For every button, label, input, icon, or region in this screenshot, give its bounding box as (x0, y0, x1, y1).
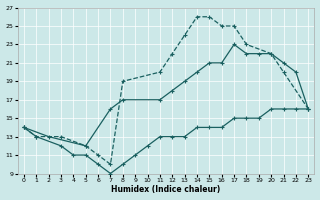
X-axis label: Humidex (Indice chaleur): Humidex (Indice chaleur) (111, 185, 221, 194)
